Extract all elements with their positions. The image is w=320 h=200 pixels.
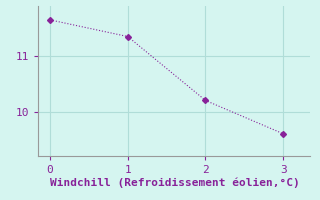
X-axis label: Windchill (Refroidissement éolien,°C): Windchill (Refroidissement éolien,°C) [50,178,299,188]
